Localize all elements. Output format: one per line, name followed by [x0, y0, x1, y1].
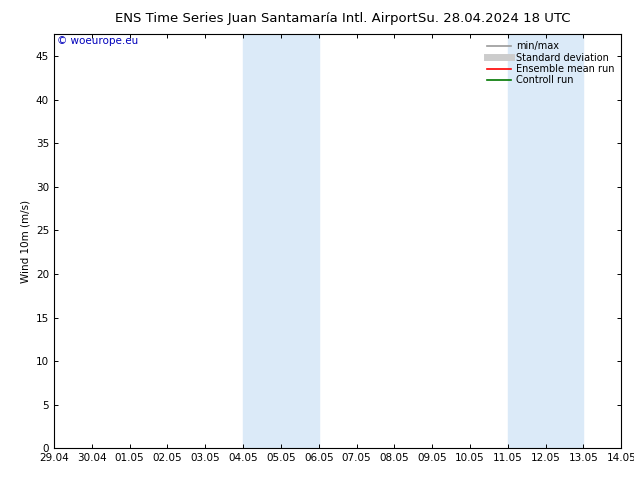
Bar: [508, 34, 583, 448]
Text: Su. 28.04.2024 18 UTC: Su. 28.04.2024 18 UTC: [418, 12, 571, 25]
Bar: [243, 34, 319, 448]
Legend: min/max, Standard deviation, Ensemble mean run, Controll run: min/max, Standard deviation, Ensemble me…: [485, 39, 616, 87]
Y-axis label: Wind 10m (m/s): Wind 10m (m/s): [20, 200, 30, 283]
Text: © woeurope.eu: © woeurope.eu: [56, 36, 138, 47]
Text: ENS Time Series Juan Santamaría Intl. Airport: ENS Time Series Juan Santamaría Intl. Ai…: [115, 12, 417, 25]
